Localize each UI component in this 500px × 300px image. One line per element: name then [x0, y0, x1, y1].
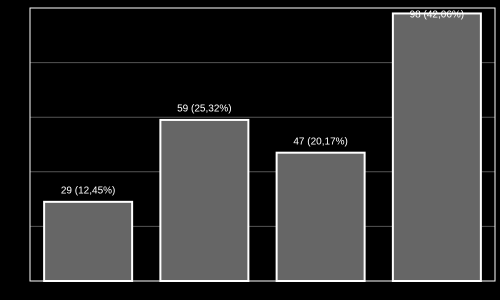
value-label: 29 (12,45%) [61, 185, 115, 196]
bar [275, 151, 366, 282]
bar [391, 12, 482, 283]
value-label: 98 (42,06%) [410, 10, 464, 21]
value-label: 47 (20,17%) [293, 136, 347, 147]
value-label: 59 (25,32%) [177, 104, 231, 115]
bar [159, 118, 250, 283]
bar [43, 200, 134, 282]
plot-frame [29, 7, 496, 282]
